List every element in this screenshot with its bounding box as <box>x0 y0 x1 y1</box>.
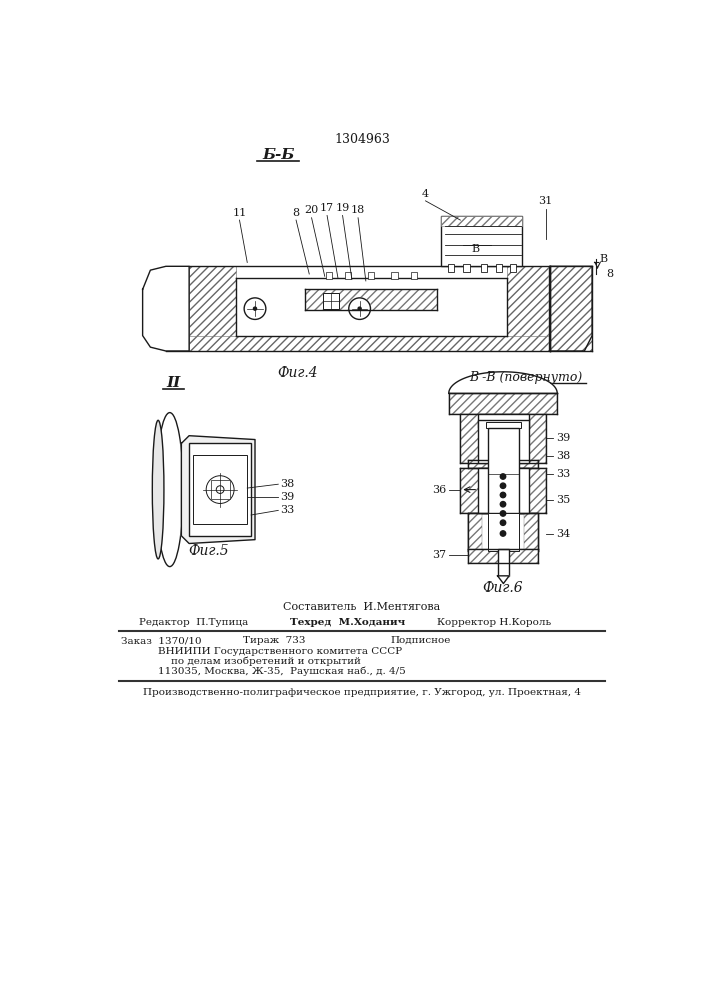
Bar <box>468 460 538 468</box>
Bar <box>305 289 437 310</box>
Text: 35: 35 <box>556 495 570 505</box>
Text: II: II <box>167 376 181 390</box>
Text: Фиг.6: Фиг.6 <box>483 581 523 595</box>
Circle shape <box>216 486 224 493</box>
Bar <box>524 513 538 551</box>
Bar <box>368 272 374 279</box>
Text: Подписное: Подписное <box>391 636 451 645</box>
Polygon shape <box>498 576 509 584</box>
Text: 113035, Москва, Ж-35,  Раушская наб., д. 4/5: 113035, Москва, Ж-35, Раушская наб., д. … <box>158 667 406 676</box>
Text: 36: 36 <box>432 485 446 495</box>
Text: Производственно-полиграфическое предприятие, г. Ужгород, ул. Проектная, 4: Производственно-полиграфическое предприя… <box>143 688 581 697</box>
Bar <box>441 216 522 266</box>
Circle shape <box>244 298 266 319</box>
Bar <box>460 414 546 463</box>
Text: Корректор Н.Король: Корректор Н.Король <box>437 618 551 627</box>
Text: Фиг.4: Фиг.4 <box>277 366 318 380</box>
Bar <box>498 549 509 576</box>
Text: 37: 37 <box>432 550 446 560</box>
Circle shape <box>501 483 506 488</box>
Bar <box>496 264 502 272</box>
Bar <box>448 264 454 272</box>
Circle shape <box>253 307 257 310</box>
Text: Б-Б: Б-Б <box>262 148 294 162</box>
Text: 4: 4 <box>422 189 429 199</box>
Text: 38: 38 <box>280 479 294 489</box>
Text: 11: 11 <box>233 208 247 218</box>
Bar <box>449 393 557 414</box>
Circle shape <box>501 502 506 507</box>
Bar <box>478 414 529 428</box>
Bar <box>392 272 397 279</box>
Bar <box>478 420 529 463</box>
Text: 31: 31 <box>539 196 553 206</box>
Text: Фиг.5: Фиг.5 <box>188 544 229 558</box>
Bar <box>411 272 417 279</box>
Bar <box>189 336 554 351</box>
Bar <box>323 293 339 309</box>
Bar <box>468 513 538 551</box>
Bar <box>464 264 469 272</box>
Text: 20: 20 <box>305 205 319 215</box>
Bar <box>486 422 521 428</box>
Circle shape <box>501 474 506 479</box>
Text: 33: 33 <box>556 469 570 479</box>
Bar <box>510 264 516 272</box>
Polygon shape <box>549 266 592 351</box>
Bar <box>549 266 592 351</box>
Text: Тираж  733: Тираж 733 <box>243 636 306 645</box>
Bar <box>193 455 247 524</box>
Text: 38: 38 <box>556 451 570 461</box>
Ellipse shape <box>156 413 183 567</box>
Circle shape <box>501 511 506 516</box>
Bar <box>488 513 518 551</box>
Bar <box>488 428 518 513</box>
Text: ВНИИПИ Государственного комитета СССР: ВНИИПИ Государственного комитета СССР <box>158 647 402 656</box>
Bar <box>211 480 230 499</box>
Text: 33: 33 <box>280 505 294 515</box>
Circle shape <box>349 298 370 319</box>
Bar <box>325 272 332 279</box>
Text: Редактор  П.Тупица: Редактор П.Тупица <box>139 618 248 627</box>
Polygon shape <box>182 436 255 544</box>
Bar <box>345 272 351 279</box>
Text: Заказ  1370/10: Заказ 1370/10 <box>121 636 201 645</box>
Text: по делам изобретений и открытий: по делам изобретений и открытий <box>158 657 361 666</box>
Text: В: В <box>472 244 480 254</box>
Text: 34: 34 <box>556 529 570 539</box>
Text: 1304963: 1304963 <box>334 133 390 146</box>
Text: 18: 18 <box>351 205 366 215</box>
Text: В -В (повернуто): В -В (повернуто) <box>469 371 583 384</box>
Bar <box>468 513 482 551</box>
Circle shape <box>501 520 506 525</box>
Bar <box>507 266 549 351</box>
Circle shape <box>206 476 234 503</box>
Text: В: В <box>600 254 608 264</box>
Bar <box>468 549 538 563</box>
Bar <box>235 278 507 336</box>
Text: 8: 8 <box>293 208 300 218</box>
Circle shape <box>501 531 506 536</box>
Bar <box>189 266 235 351</box>
Text: 39: 39 <box>280 492 294 502</box>
Text: Техред  М.Ходанич: Техред М.Ходанич <box>290 618 405 627</box>
Ellipse shape <box>152 420 164 559</box>
Circle shape <box>358 307 361 310</box>
Text: 17: 17 <box>320 203 334 213</box>
Polygon shape <box>449 372 557 393</box>
Text: 19: 19 <box>335 203 350 213</box>
Bar <box>481 264 486 272</box>
Bar <box>441 216 522 226</box>
Polygon shape <box>143 266 189 351</box>
Circle shape <box>501 492 506 498</box>
Text: Составитель  И.Ментягова: Составитель И.Ментягова <box>284 602 440 612</box>
Text: 39: 39 <box>556 433 570 443</box>
Bar <box>189 443 251 536</box>
Text: 8: 8 <box>606 269 613 279</box>
Bar <box>460 468 546 513</box>
Bar <box>478 468 529 513</box>
